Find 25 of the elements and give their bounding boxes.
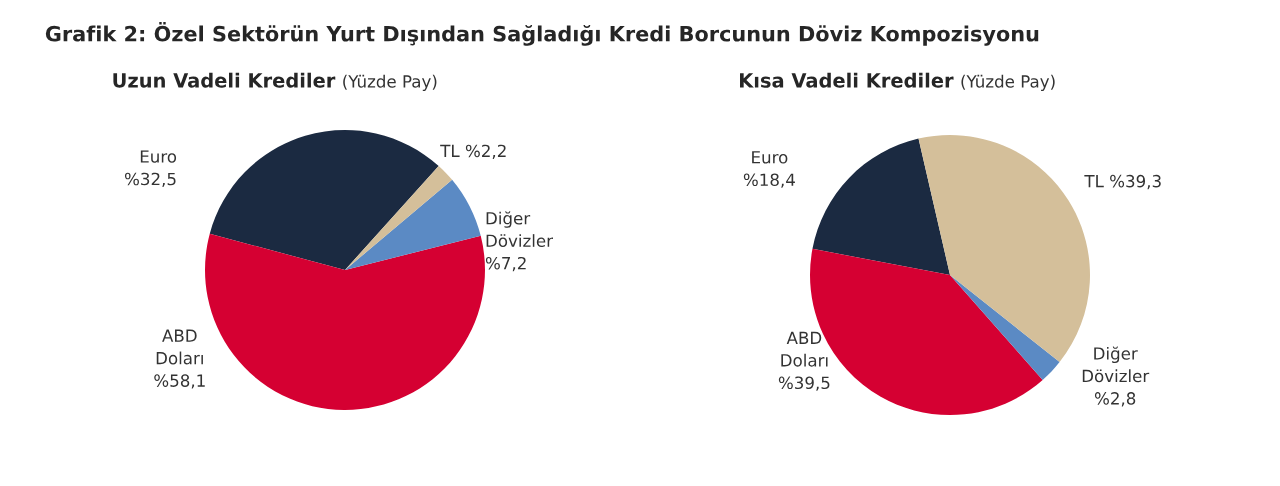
slice-label: Euro — [752, 151, 788, 164]
slice-label: Diğer Dövizler — [486, 211, 554, 248]
pie-slice — [812, 138, 950, 275]
chart-subtitle: (Yüzde Pay) — [961, 74, 1055, 91]
data-label: %58,1 — [154, 374, 205, 389]
data-label: %32,5 — [124, 172, 176, 187]
chart-title: Uzun Vadeli Krediler — [113, 72, 336, 88]
slice-label: ABD Doları — [156, 329, 203, 365]
data-label: %18,4 — [743, 173, 795, 188]
pie-slice — [209, 130, 439, 270]
pie-slice — [950, 275, 1060, 380]
chart-title: Kısa Vadeli Krediler — [740, 72, 954, 88]
slice-label: Diğer Dövizler — [1082, 346, 1150, 383]
data-label: %39,5 — [778, 376, 830, 391]
slice-label: TL %2,2 — [440, 144, 506, 159]
pie-slice — [205, 233, 485, 410]
pie-slice — [345, 179, 481, 270]
data-label: %7,2 — [485, 256, 526, 272]
data-label: %2,8 — [1094, 392, 1136, 407]
chart-subtitle: (Yüzde Pay) — [343, 74, 437, 91]
slice-label: ABD Doları — [781, 331, 828, 367]
slice-label: Euro — [140, 150, 177, 163]
slice-label: TL %39,3 — [1084, 174, 1161, 190]
pie-slice — [345, 165, 453, 270]
text: Grafik 2: Özel Sektörün Yurt Dışından Sağladığı Kredi Borcunun Döviz Kompozisyonu — [45, 22, 1039, 46]
